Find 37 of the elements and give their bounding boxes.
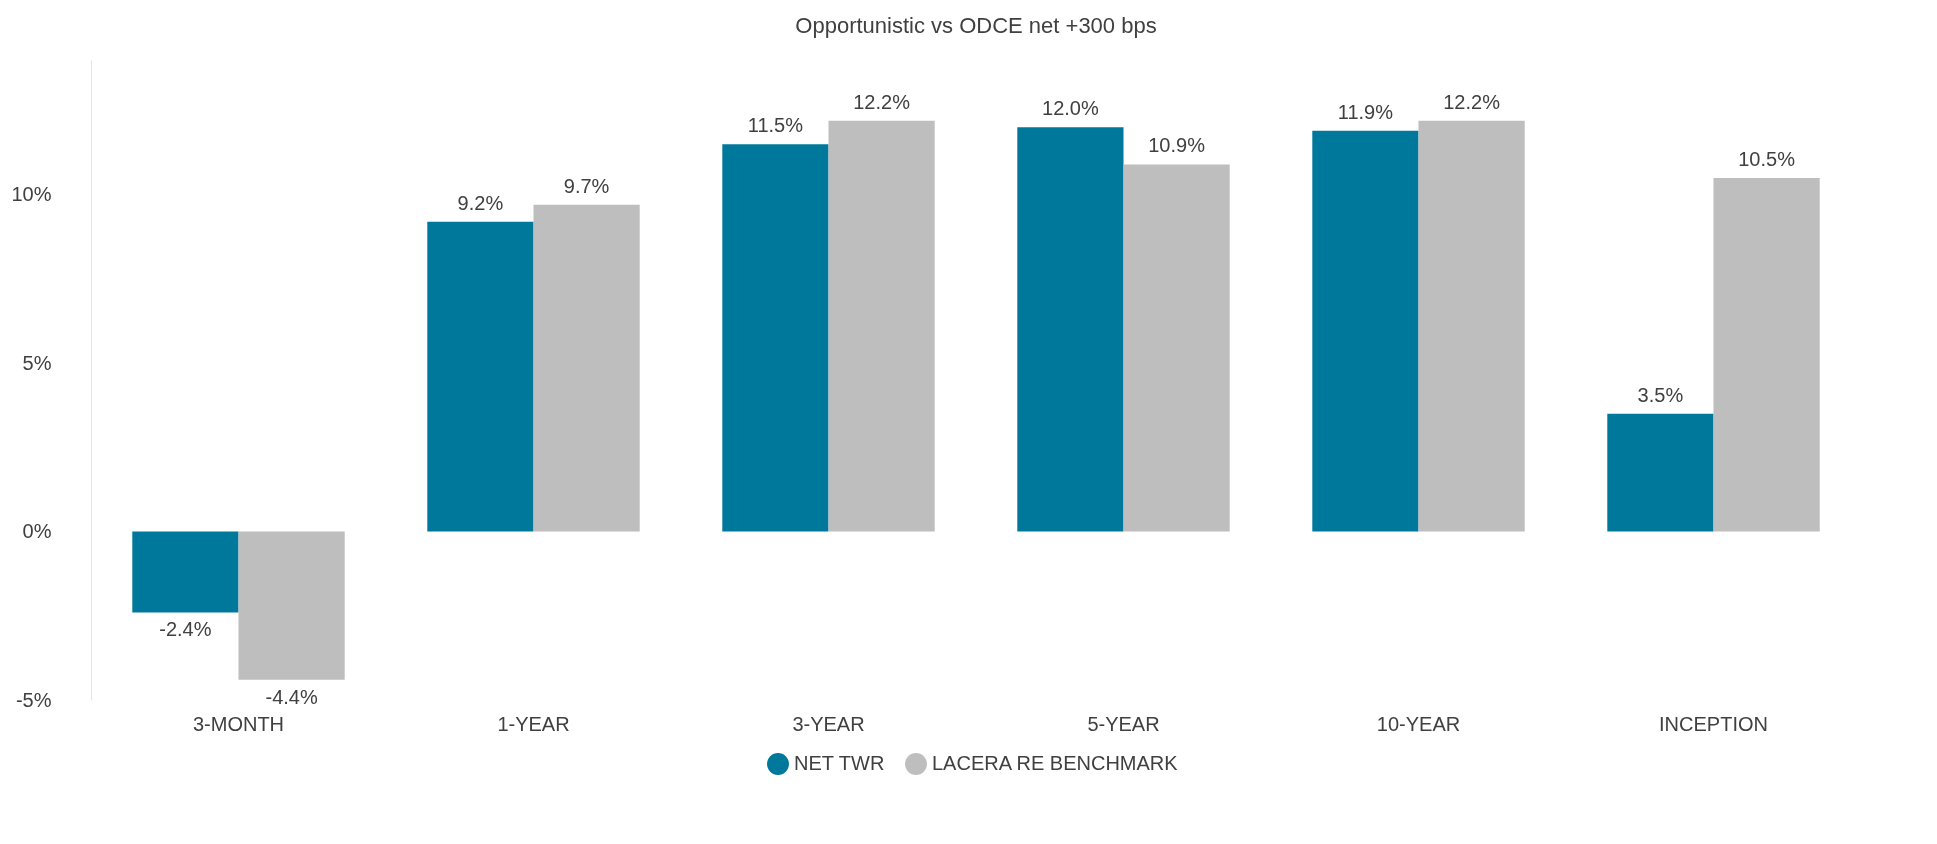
data-label: -4.4% <box>265 685 318 708</box>
data-label: 9.7% <box>563 174 610 197</box>
bar <box>1017 127 1124 532</box>
data-label: 12.2% <box>853 90 911 113</box>
data-label: 11.5% <box>747 114 804 137</box>
chart-title: Opportunistic vs ODCE net +300 bps <box>795 13 1157 38</box>
bar <box>1123 164 1230 532</box>
bar <box>1713 177 1820 532</box>
bar <box>1418 120 1525 532</box>
x-tick-label: INCEPTION <box>1659 712 1768 735</box>
x-tick-label: 1-YEAR <box>497 712 570 735</box>
bar <box>238 531 345 680</box>
x-tick-label: 10-YEAR <box>1376 712 1461 735</box>
y-tick-label: -5% <box>15 688 52 711</box>
data-label: 10.5% <box>1738 147 1796 170</box>
data-label: 10.9% <box>1148 134 1206 157</box>
data-label: 11.9% <box>1337 100 1394 123</box>
y-tick-label: 5% <box>22 351 52 374</box>
bar <box>722 144 829 532</box>
y-tick-label: 10% <box>11 183 52 206</box>
bar <box>533 204 640 532</box>
bar <box>1312 130 1419 532</box>
legend-label: NET TWR <box>794 752 885 775</box>
bar <box>132 531 239 613</box>
data-label: -2.4% <box>159 618 212 641</box>
x-tick-label: 3-MONTH <box>192 712 285 735</box>
data-label: 12.2% <box>1443 90 1501 113</box>
data-label: 9.2% <box>457 191 504 214</box>
x-tick-label: 3-YEAR <box>792 712 865 735</box>
bar <box>1607 413 1714 532</box>
bar <box>427 221 534 532</box>
x-tick-label: 5-YEAR <box>1087 712 1160 735</box>
legend-label: LACERA RE BENCHMARK <box>932 752 1179 775</box>
y-tick-label: 0% <box>22 520 52 543</box>
data-label: 3.5% <box>1637 383 1684 406</box>
data-label: 12.0% <box>1042 97 1099 120</box>
bar <box>828 120 935 532</box>
